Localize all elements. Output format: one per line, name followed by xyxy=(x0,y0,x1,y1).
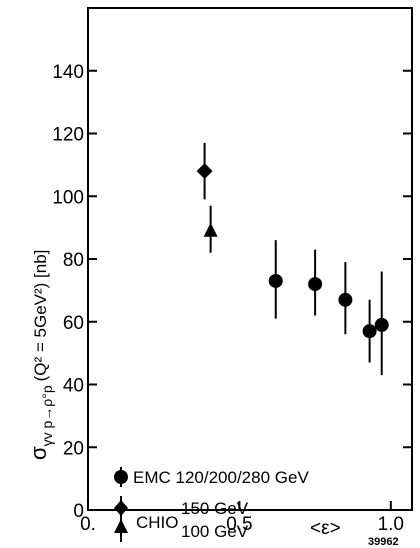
y-tick-label: 120 xyxy=(52,125,84,146)
plot-border xyxy=(87,7,413,511)
figure-code: 39962 xyxy=(368,536,399,548)
legend: EMC 120/200/280 GeV CHIO 150 GeV 100 GeV xyxy=(114,467,309,542)
data-point-circle xyxy=(268,273,283,288)
y-tick-label: 80 xyxy=(63,250,84,271)
y-axis-label-symbol: σ xyxy=(26,446,51,460)
x-axis-label: <ε> xyxy=(310,518,341,539)
y-axis-label: σγv p→ρ°p (Q² = 5GeV²) [nb] xyxy=(26,250,55,460)
data-point-circle xyxy=(362,324,377,339)
y-tick-label: 60 xyxy=(63,313,84,334)
y-axis-label-subscript: γv p→ρ°p xyxy=(39,385,55,446)
data-point-diamond xyxy=(196,163,213,180)
y-axis: 0 20 40 60 80 100 120 140 xyxy=(52,62,412,522)
svg-text:σγv p→ρ°p(Q² = 5GeV²) [nb]: σγv p→ρ°p (Q² = 5GeV²) [nb] xyxy=(26,250,55,460)
y-tick-label: 40 xyxy=(63,376,84,397)
legend-chio100-label: 100 GeV xyxy=(181,522,249,541)
y-axis-label-suffix: (Q² = 5GeV²) [nb] xyxy=(31,250,50,382)
data-point-triangle xyxy=(203,222,218,237)
data-point-circle xyxy=(338,292,353,307)
legend-chio-label: CHIO xyxy=(136,513,179,532)
y-tick-label: 0 xyxy=(73,501,84,522)
legend-emc-label: EMC 120/200/280 GeV xyxy=(133,468,309,487)
x-tick-label: 0. xyxy=(80,514,96,535)
x-tick-label: 1.0 xyxy=(378,514,404,535)
y-tick-label: 100 xyxy=(52,187,84,208)
y-tick-label: 20 xyxy=(63,438,84,459)
legend-chio150-label: 150 GeV xyxy=(181,499,249,518)
y-tick-label: 140 xyxy=(52,62,84,83)
x-tick-label: 0.5 xyxy=(226,514,252,535)
x-axis: 0. 0.5 1.0 xyxy=(80,501,404,535)
plot-frame xyxy=(87,7,413,511)
data-points xyxy=(196,142,389,376)
data-point-circle xyxy=(374,317,389,332)
data-point-circle xyxy=(308,277,323,292)
